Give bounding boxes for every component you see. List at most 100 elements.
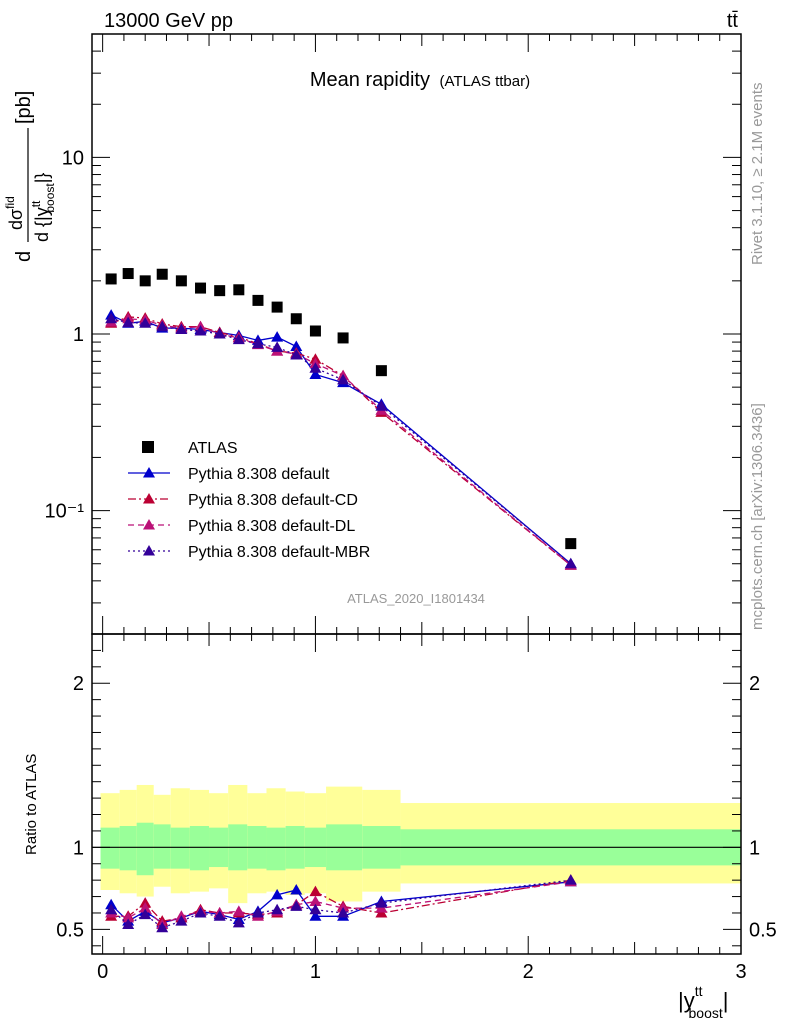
y-tick-label: 10⁻¹ xyxy=(45,501,85,523)
data-point-atlas xyxy=(337,332,349,344)
ratio-series-point xyxy=(375,897,388,908)
ratio-y-tick-label-right: 2 xyxy=(749,673,760,695)
legend-label: Pythia 8.308 default-CD xyxy=(188,492,358,509)
legend-label: Pythia 8.308 default xyxy=(188,466,330,483)
band-stat xyxy=(189,826,210,871)
series-point xyxy=(194,324,207,336)
series-point xyxy=(122,316,135,328)
data-point-atlas xyxy=(139,275,151,287)
rivet-label: Rivet 3.1.10, ≥ 2.1M events xyxy=(749,83,766,266)
data-point-atlas xyxy=(195,282,207,294)
data-point-atlas xyxy=(290,313,302,325)
band-stat xyxy=(266,827,286,871)
data-point-atlas xyxy=(156,268,168,280)
ratio-series-point xyxy=(309,903,322,915)
main-plot-panel: 10⁻¹ 1 10 Mean rapidity (ATLAS ttbar) d dσ… xyxy=(3,33,742,635)
ratio-series-point xyxy=(271,903,284,915)
ratio-series-point xyxy=(290,900,303,911)
y-tick-label: 1 xyxy=(73,324,84,346)
series-point xyxy=(105,312,118,324)
series-point xyxy=(564,557,577,569)
data-point-atlas xyxy=(271,301,283,313)
series-point xyxy=(375,400,388,411)
legend-label: ATLAS xyxy=(188,440,238,457)
data-point-atlas xyxy=(309,325,321,337)
main-y-axis: 10⁻¹ 1 10 xyxy=(45,33,742,635)
ratio-series-point xyxy=(564,874,577,885)
legend-marker xyxy=(143,519,155,530)
ratio-series-point xyxy=(309,910,322,921)
plot-title-main: Mean rapidity xyxy=(310,69,430,91)
legend-marker xyxy=(143,493,155,504)
series-point xyxy=(337,373,350,385)
ratio-y-tick-label-right: 0.5 xyxy=(749,919,777,941)
ratio-bands xyxy=(92,784,741,904)
y-label-denom: d {|yttboost|} xyxy=(29,173,57,242)
legend-marker xyxy=(143,545,155,556)
x-tick-label: 1 xyxy=(310,961,321,983)
header-left: 13000 GeV pp xyxy=(104,10,233,32)
ratio-series-point xyxy=(122,911,135,923)
plot-title: Mean rapidity (ATLAS ttbar) xyxy=(310,69,530,91)
y-label-unit: [pb] xyxy=(13,91,35,124)
band-stat xyxy=(119,826,137,871)
ratio-series-point xyxy=(139,908,152,920)
series-point xyxy=(290,349,303,360)
ratio-series-point xyxy=(309,885,322,897)
analysis-id: ATLAS_2020_I1801434 xyxy=(347,591,485,606)
series-point xyxy=(309,362,322,373)
y-label-d: d xyxy=(13,251,35,262)
ratio-axes: 0.5 0.5 1 1 2 2 0 1 2 3 xyxy=(56,634,777,983)
main-plot-marks xyxy=(105,268,577,570)
band-stat xyxy=(136,822,154,876)
ratio-series-point xyxy=(290,884,303,895)
ratio-y-tick-label-right: 1 xyxy=(749,837,760,859)
series-point xyxy=(251,337,264,349)
ratio-series-point xyxy=(194,906,207,918)
legend: ATLAS Pythia 8.308 default Pythia 8.308 de… xyxy=(128,440,370,561)
ratio-series-point xyxy=(156,921,169,933)
band-stat xyxy=(153,824,171,869)
series-point xyxy=(309,368,322,379)
band-stat xyxy=(100,827,120,869)
data-point-atlas xyxy=(105,273,117,285)
data-point-atlas xyxy=(565,538,577,550)
x-label-text: |ytt boost| xyxy=(678,983,728,1021)
ratio-plot-frame xyxy=(91,633,742,955)
ratio-y-label: Ratio to ATLAS xyxy=(23,754,40,855)
data-point-atlas xyxy=(214,285,226,297)
ratio-y-tick-label: 0.5 xyxy=(56,919,84,941)
ratio-plot-marks xyxy=(105,874,577,933)
data-point-atlas xyxy=(175,275,187,287)
x-tick-label: 0 xyxy=(97,961,108,983)
legend-marker xyxy=(142,441,154,453)
mcplots-label: mcplots.cern.ch [arXiv:1306.3436] xyxy=(749,403,766,630)
ratio-y-tick-label: 1 xyxy=(73,837,84,859)
legend-label: Pythia 8.308 default-MBR xyxy=(188,544,370,561)
series-point xyxy=(139,317,152,328)
ratio-series-point xyxy=(232,916,245,928)
series-point xyxy=(271,341,284,352)
legend-label: Pythia 8.308 default-DL xyxy=(188,518,355,535)
series-point xyxy=(175,323,188,335)
series-line xyxy=(111,318,572,565)
legend-marker xyxy=(143,467,155,478)
x-tick-label: 2 xyxy=(523,961,534,983)
data-point-atlas xyxy=(122,268,134,280)
y-tick-label: 10 xyxy=(62,147,84,169)
ratio-series-point xyxy=(122,918,135,929)
data-point-atlas xyxy=(233,284,245,296)
ratio-series-line xyxy=(111,879,571,922)
data-point-atlas xyxy=(252,294,264,306)
ratio-series-point xyxy=(337,906,350,918)
ratio-series-point xyxy=(232,905,245,916)
ratio-series-point xyxy=(139,902,152,913)
series-point xyxy=(290,340,303,351)
plot-title-sub: (ATLAS ttbar) xyxy=(440,73,531,90)
ratio-series-point xyxy=(251,906,264,918)
ratio-y-tick-label: 2 xyxy=(73,673,84,695)
main-y-axis-label: d dσfid d {|yttboost|} [pb] xyxy=(3,91,57,262)
ratio-series-point xyxy=(271,888,284,900)
x-axis-label: |ytt boost| xyxy=(678,983,728,1021)
